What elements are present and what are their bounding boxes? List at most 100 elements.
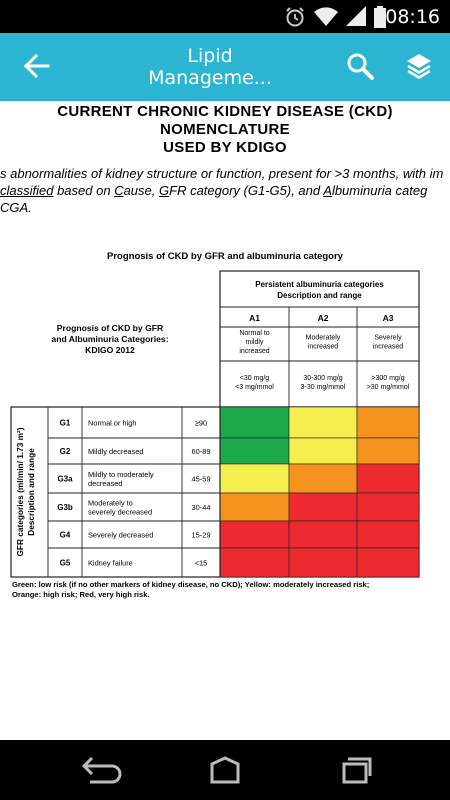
app-bar: Lipid Manageme...: [0, 33, 450, 101]
a-category-desc: increased: [239, 348, 269, 355]
a-category-code: A2: [318, 313, 329, 323]
risk-cell-red: [356, 463, 420, 494]
status-time: 08:16: [385, 6, 440, 28]
risk-cell-orange: [356, 437, 420, 465]
left-heading-line1: Prognosis of CKD by GFR: [57, 323, 164, 333]
albuminuria-header-box: [219, 270, 420, 408]
a-category-code: A3: [383, 313, 394, 323]
back-arrow-icon[interactable]: [22, 51, 52, 81]
g-category-desc: Mildly to moderately: [88, 470, 154, 479]
g-category-desc: Moderately to: [88, 499, 133, 508]
gfr-axis-label-line2: Description and range: [26, 448, 36, 536]
risk-cell-red: [356, 547, 420, 578]
a-category-desc: increased: [308, 344, 338, 351]
left-heading-line3: KDIGO 2012: [85, 345, 135, 355]
search-icon[interactable]: [345, 51, 375, 81]
a-category-desc: increased: [373, 344, 403, 351]
g-category-desc: Severely decreased: [88, 531, 153, 540]
navigation-bar: [0, 740, 450, 800]
g-category-range: 15-29: [192, 531, 211, 540]
signal-icon: [346, 6, 366, 26]
g-category-range: <15: [195, 559, 208, 568]
home-nav-icon[interactable]: [200, 754, 250, 788]
a-category-range: >30 mg/mmol: [367, 384, 410, 391]
risk-legend-line1: Green: low risk (if no other markers of …: [12, 580, 370, 589]
document-title-line1: CURRENT CHRONIC KIDNEY DISEASE (CKD) NOM…: [57, 103, 393, 138]
layers-icon[interactable]: [404, 51, 434, 81]
a-category-code: A1: [249, 313, 260, 323]
battery-icon: [374, 6, 386, 28]
intro-text: based on: [53, 183, 115, 198]
risk-cell-red: [288, 547, 358, 578]
g-category-desc: Mildly decreased: [88, 447, 143, 456]
a-category-range: 30-300 mg/g: [303, 375, 342, 382]
intro-a: A: [323, 183, 332, 198]
left-heading-line2: and Albuminuria Categories:: [51, 334, 168, 344]
document-title: CURRENT CHRONIC KIDNEY DISEASE (CKD) NOM…: [0, 103, 450, 157]
g-category-desc: severely decreased: [88, 508, 152, 517]
a-category-desc: Moderately: [306, 335, 341, 342]
albuminuria-header-line1: Persistent albuminuria categories: [255, 280, 384, 289]
g-category-code: G3a: [57, 475, 73, 484]
alarm-icon: [286, 7, 304, 27]
risk-legend-line2: Orange: high risk; Red, very high risk.: [12, 590, 150, 599]
intro-paragraph: s abnormalities of kidney structure or f…: [0, 165, 450, 216]
risk-cell-orange: [219, 492, 290, 522]
g-category-code: G3b: [57, 503, 73, 512]
intro-line3: CGA.: [0, 200, 32, 215]
a-category-desc: Normal to: [239, 330, 269, 337]
gfr-axis-label-line1: GFR categories (ml/min/ 1.73 m²): [15, 427, 25, 556]
g-category-code: G1: [60, 419, 71, 428]
intro-c: C: [114, 183, 124, 198]
g-category-desc: decreased: [88, 479, 123, 488]
a-category-range: 3-30 mg/mmol: [301, 384, 346, 391]
intro-text: ause,: [123, 183, 159, 198]
risk-cell-yellow: [288, 406, 358, 439]
risk-cell-red: [288, 520, 358, 549]
app-title-line1: Lipid: [187, 45, 233, 67]
g-category-desc: Normal or high: [88, 419, 136, 428]
a-category-range: <3 mg/mmol: [235, 384, 274, 391]
a-category-desc: Severely: [374, 335, 402, 342]
status-bar: 08:16: [0, 0, 450, 33]
risk-cell-yellow: [288, 437, 358, 465]
risk-cell-red: [356, 492, 420, 522]
wifi-icon: [314, 7, 338, 26]
a-category-desc: mildly: [246, 339, 264, 346]
a-category-range: <30 mg/g: [240, 375, 269, 382]
albuminuria-header-line2: Description and range: [277, 291, 362, 300]
intro-line1: s abnormalities of kidney structure or f…: [0, 166, 444, 181]
intro-text: lbuminuria categ: [331, 183, 428, 198]
risk-cell-red: [288, 492, 358, 522]
intro-classified: classified: [0, 183, 54, 198]
risk-cell-red: [219, 520, 290, 549]
risk-cell-red: [356, 520, 420, 549]
risk-cell-green: [219, 437, 290, 465]
intro-line2: classified based on Cause, GFR category …: [0, 182, 450, 199]
risk-cell-yellow: [219, 463, 290, 494]
g-category-code: G2: [60, 447, 71, 456]
risk-cell-orange: [288, 463, 358, 494]
a-category-range: >300 mg/g: [371, 375, 404, 382]
app-title-line2: Manageme...: [148, 67, 272, 89]
g-category-range: 45-59: [192, 475, 211, 484]
g-category-range: 30-44: [192, 503, 211, 512]
risk-cell-red: [219, 547, 290, 578]
back-nav-icon[interactable]: [76, 754, 126, 788]
risk-cell-orange: [356, 406, 420, 439]
g-category-range: ≥90: [195, 419, 207, 428]
recents-nav-icon[interactable]: [330, 754, 380, 788]
intro-text: FR category (G1-G5), and: [169, 183, 324, 198]
g-category-desc: Kidney failure: [88, 559, 133, 568]
figure-title: Prognosis of CKD by GFR and albuminuria …: [107, 251, 343, 262]
risk-legend: Green: low risk (if no other markers of …: [12, 580, 442, 600]
risk-cell-green: [219, 406, 290, 439]
intro-g: G: [159, 183, 170, 198]
g-category-range: 60-89: [192, 447, 211, 456]
document-title-line2: USED BY KDIGO: [163, 139, 287, 156]
app-title: Lipid Manageme...: [110, 45, 310, 89]
document-view[interactable]: CURRENT CHRONIC KIDNEY DISEASE (CKD) NOM…: [0, 101, 450, 740]
g-category-code: G4: [60, 531, 71, 540]
g-category-code: G5: [60, 559, 71, 568]
